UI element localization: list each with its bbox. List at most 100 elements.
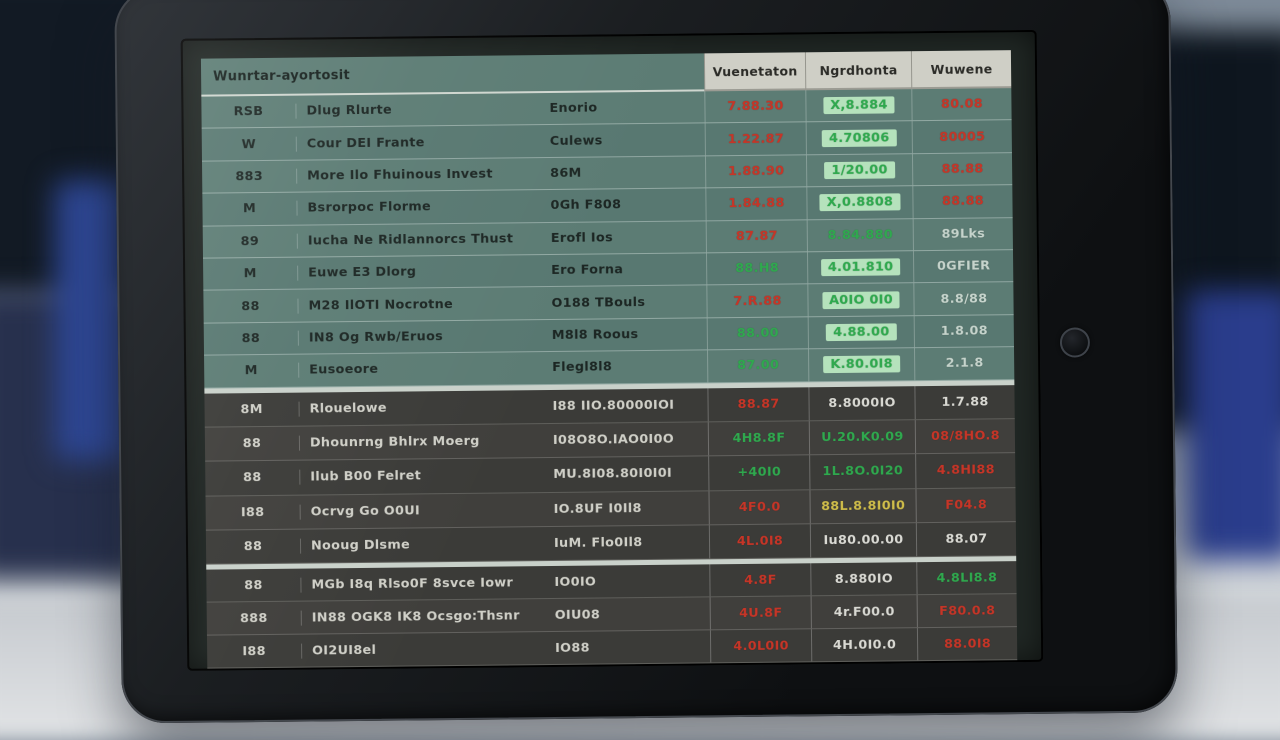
cell-change-value: 8.880IO	[834, 571, 894, 588]
cell-symbol: IO0IO	[554, 574, 597, 590]
cell-change-value: 1/20.00	[824, 161, 895, 180]
cell-price: 1.22.87	[704, 122, 806, 156]
cell-change: 8.84.880	[806, 218, 913, 252]
cell-name: More Ilo Fhuinous Invest	[307, 166, 493, 184]
cell-change: 8.880IO	[810, 562, 917, 596]
cell-name: Rlouelowe	[309, 400, 387, 417]
column-header-price[interactable]: Vuenetaton	[703, 52, 806, 92]
cell-name: OI2UI8el	[312, 642, 377, 659]
cell-value: 2.1.8	[913, 347, 1015, 380]
cell-price: 7.R.88	[706, 284, 808, 318]
cell-name: M28 IlOTI Nocrotne	[308, 296, 454, 314]
cell-value-value: 89Lks	[941, 226, 986, 242]
cell-price: 4.8F	[709, 563, 811, 597]
cell-change: 4H.0I0.0	[810, 628, 918, 662]
cell-change-value: 4r.F00.0	[833, 604, 895, 621]
cell-value: 08/8HO.8	[914, 419, 1016, 454]
cell-value-value: F04.8	[945, 497, 988, 513]
cell-symbol: OIU08	[554, 607, 601, 623]
cell-change-value: 88L.8.8I0I0	[821, 498, 906, 515]
cell-name: Nooug Dlsme	[310, 537, 411, 554]
table-section: 88 MGb I8q Rlso0F 8svce Iowr IO0IO 4.8F 8.88…	[206, 556, 1018, 670]
cell-symbol: IuM. Flo0Il8	[553, 535, 643, 552]
cell-change-value: 4.01.810	[820, 258, 901, 277]
cell-price-value: 4U.8F	[739, 605, 783, 622]
cell-symbol: Erofl Ios	[550, 230, 614, 246]
table-row[interactable]: I88 OI2UI8el IO88 4.0L0I0 4H.0I0.0 88.0I8	[206, 627, 1018, 670]
cell-symbol: 0Gh F808	[550, 197, 622, 214]
cell-price: +40I0	[708, 455, 810, 491]
cell-symbol: IO.8UF I0Il8	[553, 500, 642, 517]
table-body: RSB Dlug Rlurte Enorio 7.88.30 X,8.884 80.08 W…	[201, 88, 1018, 670]
cell-change-value: U.20.K0.09	[821, 429, 904, 446]
cell-price-value: +40I0	[737, 465, 782, 481]
cell-name: IN8 Og Rwb/Eruos	[308, 329, 444, 346]
cell-code: 88	[205, 470, 301, 487]
cell-code: W	[201, 136, 297, 153]
cell-change-value: 4.88.00	[826, 323, 897, 342]
cell-value: 4.8HI88	[915, 453, 1016, 488]
cell-price-value: 87.87	[735, 228, 778, 244]
cell-name: Euwe E3 Dlorg	[308, 264, 417, 281]
column-header-value[interactable]: Wuwene	[910, 50, 1012, 90]
cell-change: 4.70806	[805, 121, 912, 155]
background-monitor-left-blue	[55, 180, 125, 460]
cell-change-value: 4H.0I0.0	[832, 637, 897, 654]
cell-value-value: 0GFIER	[936, 258, 991, 275]
cell-code: 8M	[204, 401, 300, 418]
cell-code: M	[203, 265, 299, 282]
cell-value: 89Lks	[912, 217, 1013, 251]
cell-change: 88L.8.8I0I0	[809, 488, 916, 524]
cell-change: A0IO 0I0	[807, 283, 914, 317]
cell-change: X,8.884	[805, 89, 912, 122]
cell-price: 88.87	[707, 386, 809, 422]
cell-change-value: Iu80.00.00	[823, 532, 904, 549]
cell-change: U.20.K0.09	[808, 420, 916, 455]
cell-price-value: 7.88.30	[727, 98, 784, 115]
cell-price-value: 1.22.87	[727, 131, 785, 147]
cell-symbol: Enorio	[549, 100, 598, 117]
cell-value: 0GFIER	[912, 250, 1014, 283]
cell-price: 1.84.88	[705, 187, 807, 220]
cell-symbol: IO88	[555, 640, 590, 656]
tablet-screen: Wunrtar-ayortosit Vuenetaton Ngrdhonta W…	[180, 29, 1044, 671]
cell-name: Iucha Ne Ridlannorcs Thust	[307, 231, 514, 249]
cell-symbol: Ero Forna	[551, 262, 624, 279]
cell-change: Iu80.00.00	[809, 523, 917, 558]
cell-price: 4L.0I8	[708, 524, 811, 559]
cell-price-value: 87.00	[737, 357, 780, 374]
cell-name: IN88 OGK8 IK8 Ocsgo:Thsnr	[311, 608, 520, 626]
cell-symbol: MU.8I08.80I0I0I	[553, 466, 673, 483]
cell-price-value: 1.84.88	[728, 195, 785, 212]
stock-table: Wunrtar-ayortosit Vuenetaton Ngrdhonta W…	[200, 50, 1018, 670]
cell-value: 88.07	[915, 522, 1017, 557]
cell-value-value: 88.0I8	[943, 636, 992, 652]
cell-value-value: 80005	[939, 129, 986, 145]
cell-value: 88.0I8	[916, 627, 1018, 661]
cell-value-value: F80.0.8	[939, 603, 996, 619]
tablet-device: Wunrtar-ayortosit Vuenetaton Ngrdhonta W…	[114, 0, 1178, 724]
cell-code: I88	[205, 504, 301, 521]
cell-value: 80.08	[911, 88, 1012, 121]
cell-price: 4F0.0	[708, 489, 810, 525]
cell-price: 4.0L0I0	[709, 629, 812, 663]
cell-value-value: 4.8LI8.8	[936, 570, 998, 586]
column-header-change[interactable]: Ngrdhonta	[804, 51, 912, 91]
cell-change: 1/20.00	[805, 153, 913, 187]
home-button[interactable]	[1059, 327, 1091, 358]
cell-code: 888	[206, 610, 302, 627]
cell-change-value: 4.70806	[821, 128, 897, 147]
cell-code: M	[204, 362, 300, 379]
cell-value-value: 88.88	[941, 193, 985, 210]
cell-value-value: 1.7.88	[941, 394, 989, 410]
cell-value: 88.88	[911, 152, 1013, 186]
cell-name: MGb I8q Rlso0F 8svce Iowr	[311, 575, 514, 593]
cell-code: 89	[202, 233, 298, 250]
cell-value: 1.8.08	[913, 314, 1014, 348]
cell-symbol: 86M	[550, 165, 582, 181]
table-section: RSB Dlug Rlurte Enorio 7.88.30 X,8.884 80.08 W…	[201, 88, 1015, 389]
cell-change: 1L.8O.0I20	[809, 454, 916, 489]
cell-price: 4U.8F	[709, 596, 811, 630]
cell-value-value: 8.8/88	[940, 290, 988, 307]
cell-change-value: X,0.8808	[819, 193, 901, 212]
